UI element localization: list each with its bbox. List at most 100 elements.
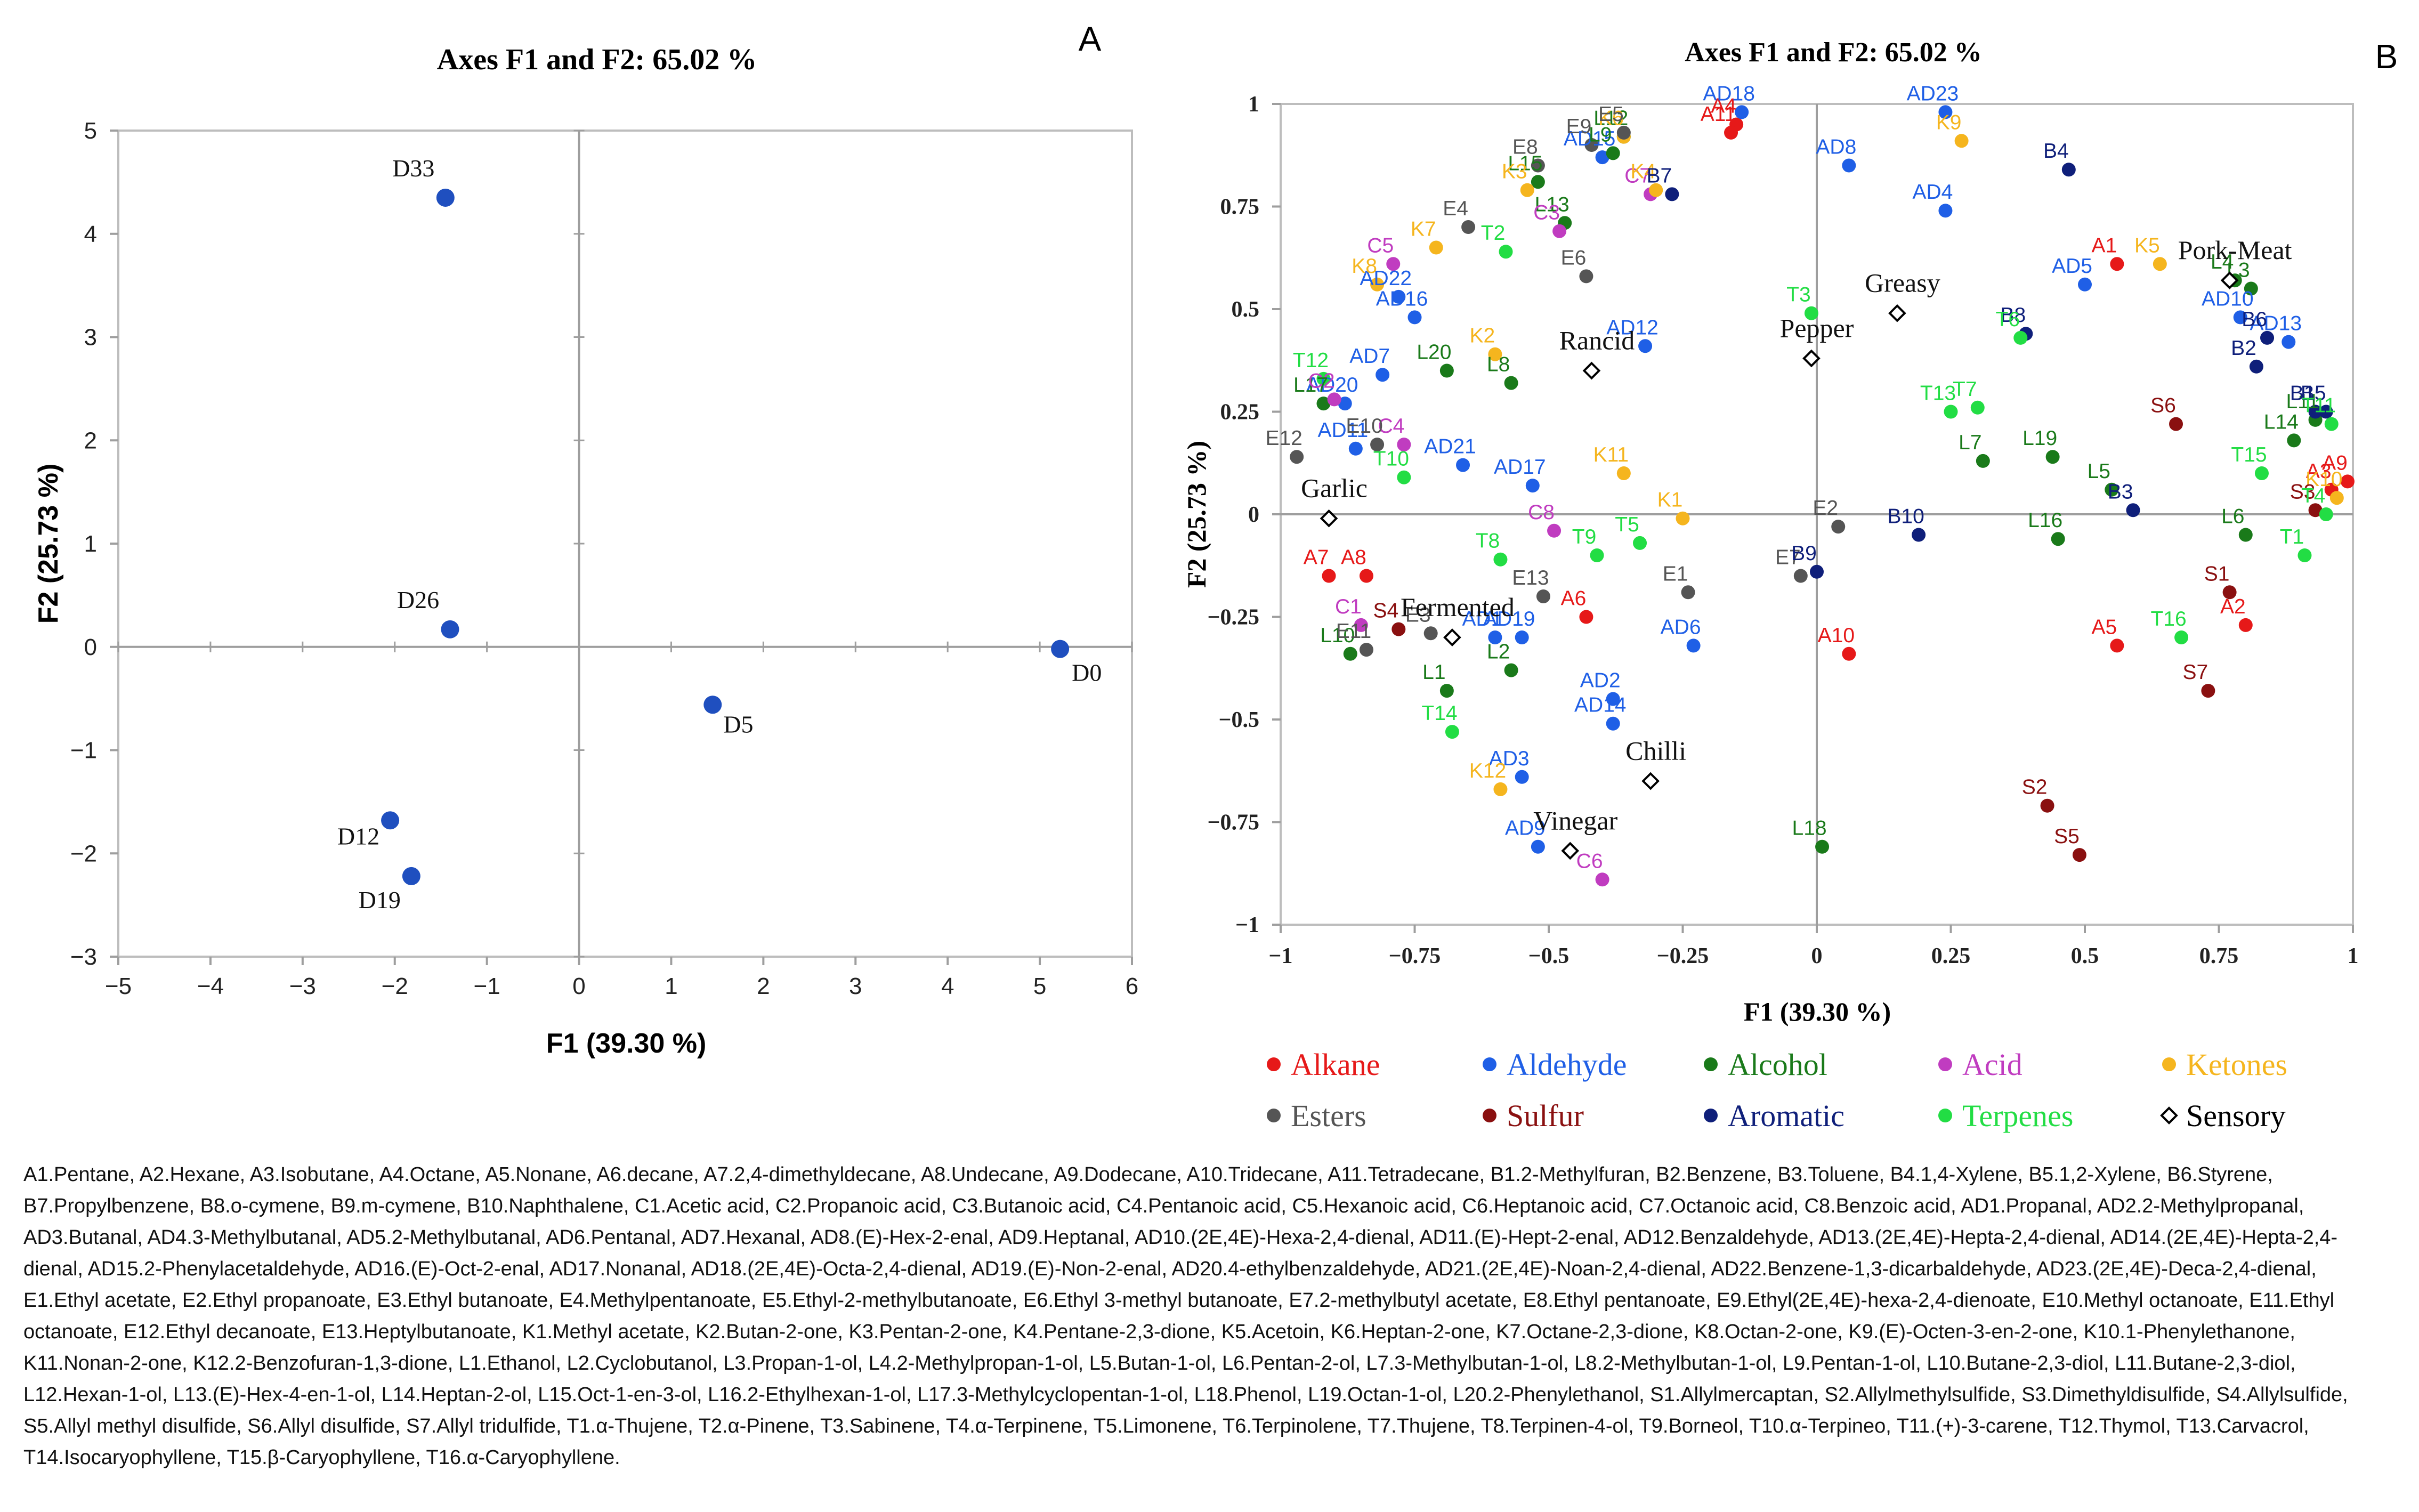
- point-label-ad13: AD13: [2250, 312, 2302, 335]
- legend-label-sulfur: Sulfur: [1507, 1098, 1584, 1133]
- legend-label-esters: Esters: [1291, 1098, 1366, 1133]
- legend-label-acid: Acid: [1962, 1047, 2022, 1082]
- point-c1: [1354, 618, 1368, 632]
- sensory-label-pepper: Pepper: [1780, 313, 1854, 343]
- point-a10: [1842, 646, 1856, 661]
- point-d33: [436, 188, 455, 207]
- point-a9: [2340, 474, 2355, 489]
- point-e5: [1616, 125, 1631, 140]
- sensory-label-pork-meat: Pork-Meat: [2178, 235, 2292, 265]
- point-label-a11: A11: [1701, 103, 1736, 126]
- point-label-l13: L13: [1535, 193, 1569, 216]
- point-ad16: [1407, 310, 1422, 325]
- point-label-l2: L2: [1487, 641, 1510, 664]
- point-label-s4: S4: [1373, 600, 1398, 622]
- point-k3: [1520, 183, 1534, 197]
- point-label-t9: T9: [1572, 525, 1597, 548]
- point-label-l4: L4: [2211, 250, 2234, 273]
- point-l18: [1815, 839, 1830, 854]
- point-b2: [2249, 359, 2263, 374]
- panel-b-x-tick-label: −0.75: [1389, 944, 1441, 968]
- point-b7: [1665, 187, 1679, 201]
- point-label-l11: L11: [2286, 390, 2319, 413]
- point-l6: [2238, 528, 2253, 542]
- point-label-t3: T3: [1786, 284, 1811, 306]
- panel-b-ylabel: F2 (25.73 %): [1182, 441, 1211, 588]
- point-label-k2: K2: [1470, 325, 1495, 347]
- point-ad23: [1938, 105, 1953, 119]
- point-label-a4: A4: [1711, 95, 1736, 118]
- legend-marker-aromatic: [1704, 1109, 1718, 1122]
- sensory-label-rancid: Rancid: [1559, 326, 1635, 355]
- point-k7: [1429, 240, 1443, 255]
- point-label-b1: B1: [2290, 382, 2316, 405]
- point-e9: [1584, 138, 1599, 152]
- point-b3: [2126, 503, 2140, 518]
- panel-b-y-tick-label: −0.25: [1208, 605, 1259, 630]
- point-a5: [2110, 638, 2124, 653]
- point-s4: [1391, 622, 1406, 636]
- point-label-l5: L5: [2088, 460, 2110, 483]
- panel-a-x-tick-label: 5: [1033, 973, 1046, 999]
- point-label-s7: S7: [2183, 661, 2208, 684]
- point-l14: [2287, 433, 2301, 448]
- point-label-t15: T15: [2231, 443, 2267, 466]
- point-label-k9: K9: [1936, 111, 1962, 134]
- point-label-ad5: AD5: [2052, 255, 2092, 278]
- panel-a-x-tick-label: −1: [474, 973, 500, 999]
- panel-a-y-tick-label: 1: [84, 531, 97, 557]
- point-label-c1: C1: [1335, 595, 1362, 618]
- point-l3: [2244, 281, 2258, 296]
- point-label-e11: E11: [1336, 620, 1372, 643]
- point-t12: [1316, 371, 1331, 386]
- point-label-ad22: AD22: [1360, 267, 1412, 290]
- point-s7: [2201, 684, 2215, 698]
- point-label-l7: L7: [1959, 431, 1981, 454]
- point-label-ad2: AD2: [1580, 669, 1621, 692]
- point-t3: [1804, 306, 1818, 320]
- point-label-k5: K5: [2134, 234, 2160, 257]
- panel-b-x-tick-label: 0.25: [1931, 944, 1971, 968]
- point-l17: [1316, 397, 1331, 411]
- point-e8: [1531, 158, 1545, 173]
- sensory-marker-vinegar: [1561, 842, 1580, 860]
- point-e7: [1793, 569, 1808, 583]
- point-label-a9: A9: [2322, 451, 2348, 474]
- point-label-b4: B4: [2043, 140, 2069, 163]
- point-a11: [1724, 125, 1738, 140]
- point-ad20: [1338, 397, 1352, 411]
- panel-b-x-tick-label: 0.75: [2199, 944, 2239, 968]
- point-ad8: [1842, 158, 1856, 173]
- panel-a-x-tick-label: −5: [105, 973, 132, 999]
- point-k8: [1370, 277, 1385, 292]
- point-l7: [1976, 454, 1990, 468]
- point-label-l1: L1: [1422, 661, 1445, 684]
- point-t9: [1590, 548, 1604, 562]
- panel-a-y-tick-label: −2: [70, 840, 97, 867]
- point-label-l9: L9: [1589, 123, 1612, 146]
- point-e6: [1579, 269, 1593, 284]
- point-label-e10: E10: [1346, 415, 1382, 438]
- point-label-b2: B2: [2231, 337, 2256, 360]
- point-ad4: [1938, 204, 1953, 218]
- point-label-a8: A8: [1341, 546, 1366, 569]
- legend-marker-alcohol: [1704, 1057, 1718, 1071]
- panel-a-x-tick-label: 2: [757, 973, 770, 999]
- point-e10: [1370, 438, 1385, 452]
- point-label-k11: K11: [1593, 443, 1629, 466]
- point-s6: [2169, 417, 2183, 431]
- point-b1: [2308, 405, 2323, 419]
- point-label-ad8: AD8: [1816, 136, 1856, 159]
- legend-label-sensory: Sensory: [2186, 1098, 2286, 1133]
- point-label-a6: A6: [1561, 587, 1587, 610]
- panel-a: Axes F1 and F2: 65.02 % A F1 (39.30 %) F…: [33, 20, 1138, 1059]
- point-label-e7: E7: [1775, 546, 1801, 569]
- panel-a-y-tick-label: 4: [84, 221, 97, 247]
- panel-b-y-tick-label: −0.75: [1208, 811, 1259, 835]
- point-b6: [2260, 330, 2275, 345]
- point-label-ad3: AD3: [1489, 747, 1530, 770]
- point-l2: [1504, 663, 1518, 677]
- panel-b-x-tick-label: 1: [2348, 944, 2359, 968]
- point-label-c5: C5: [1367, 234, 1394, 257]
- sensory-label-chilli: Chilli: [1625, 736, 1686, 766]
